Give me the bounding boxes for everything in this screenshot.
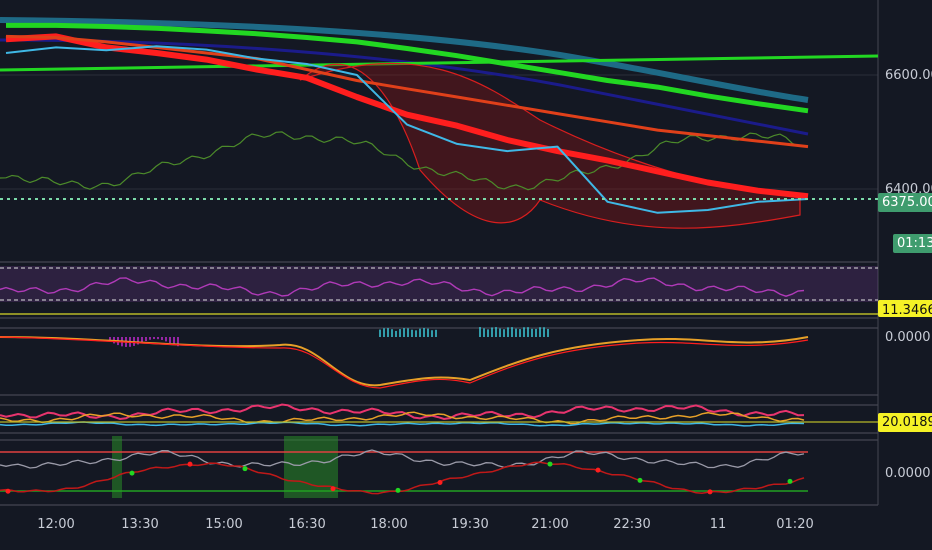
bar-countdown-tag: 01:13 [893, 234, 932, 253]
time-tick-label: 11 [709, 517, 727, 532]
signal-zone [112, 436, 122, 498]
rsi-value-tag: 11.3466 [878, 300, 932, 317]
dmi-minus-line [0, 411, 805, 425]
osc-cross-dot [437, 479, 443, 485]
time-tick-label: 15:00 [205, 517, 243, 532]
ema-orange-line [5, 34, 809, 149]
time-axis[interactable]: 12:00 13:30 15:00 16:30 18:00 19:30 21:00 22:30… [0, 505, 878, 550]
osc-cross-dot [5, 488, 11, 494]
rsi-pane[interactable] [0, 266, 878, 315]
price-tick-upper: 6600.00 [885, 68, 932, 83]
osc-cross-dot [787, 478, 793, 484]
bollinger-band [299, 62, 801, 229]
osc-cross-dot [187, 461, 193, 467]
adx-line [0, 421, 805, 427]
ema-green-line [6, 22, 809, 114]
grid-lines [0, 0, 879, 506]
dmi-pane[interactable] [0, 403, 878, 427]
ma-long-line [0, 38, 809, 136]
dmi-value-tag: 20.0189 [878, 413, 932, 432]
osc-cross-dot [707, 489, 713, 495]
price-line [5, 45, 809, 214]
time-tick-label: 13:30 [121, 517, 159, 532]
macd-pane[interactable] [0, 327, 809, 389]
time-tick-label: 18:00 [370, 517, 408, 532]
dmi-plus-line [0, 403, 805, 421]
osc-cross-dot [547, 461, 553, 467]
oscillator-pane[interactable] [0, 436, 808, 498]
ma-slow-line [0, 17, 809, 103]
osc-cross-dot [637, 477, 643, 483]
time-tick-label: 21:00 [531, 517, 569, 532]
osc-cross-dot [330, 486, 336, 492]
last-price-tag: 6375.00 [878, 193, 932, 212]
rsi-band [0, 266, 878, 302]
osc-cross-dot [595, 467, 601, 473]
lagging-line [0, 131, 805, 191]
osc-fast-line [0, 449, 805, 469]
time-tick-label: 01:20 [776, 517, 814, 532]
price-pane[interactable] [0, 17, 879, 229]
rsi-line [0, 277, 805, 297]
macd-signal-line [0, 336, 809, 389]
time-tick-label: 12:00 [37, 517, 75, 532]
signal-zone [284, 436, 338, 498]
time-tick-label: 22:30 [613, 517, 651, 532]
osc-cross-dot [395, 487, 401, 493]
oscillator-value-label: 0.0000 [885, 466, 931, 481]
time-tick-label: 19:30 [451, 517, 489, 532]
macd-value-label: 0.0000 [885, 330, 931, 345]
macd-line [0, 336, 809, 387]
osc-cross-dot [242, 466, 248, 472]
ma-trend-line [0, 54, 879, 72]
time-tick-label: 16:30 [288, 517, 326, 532]
ema-fast-red-line [5, 33, 809, 200]
osc-cross-dot [129, 470, 135, 476]
